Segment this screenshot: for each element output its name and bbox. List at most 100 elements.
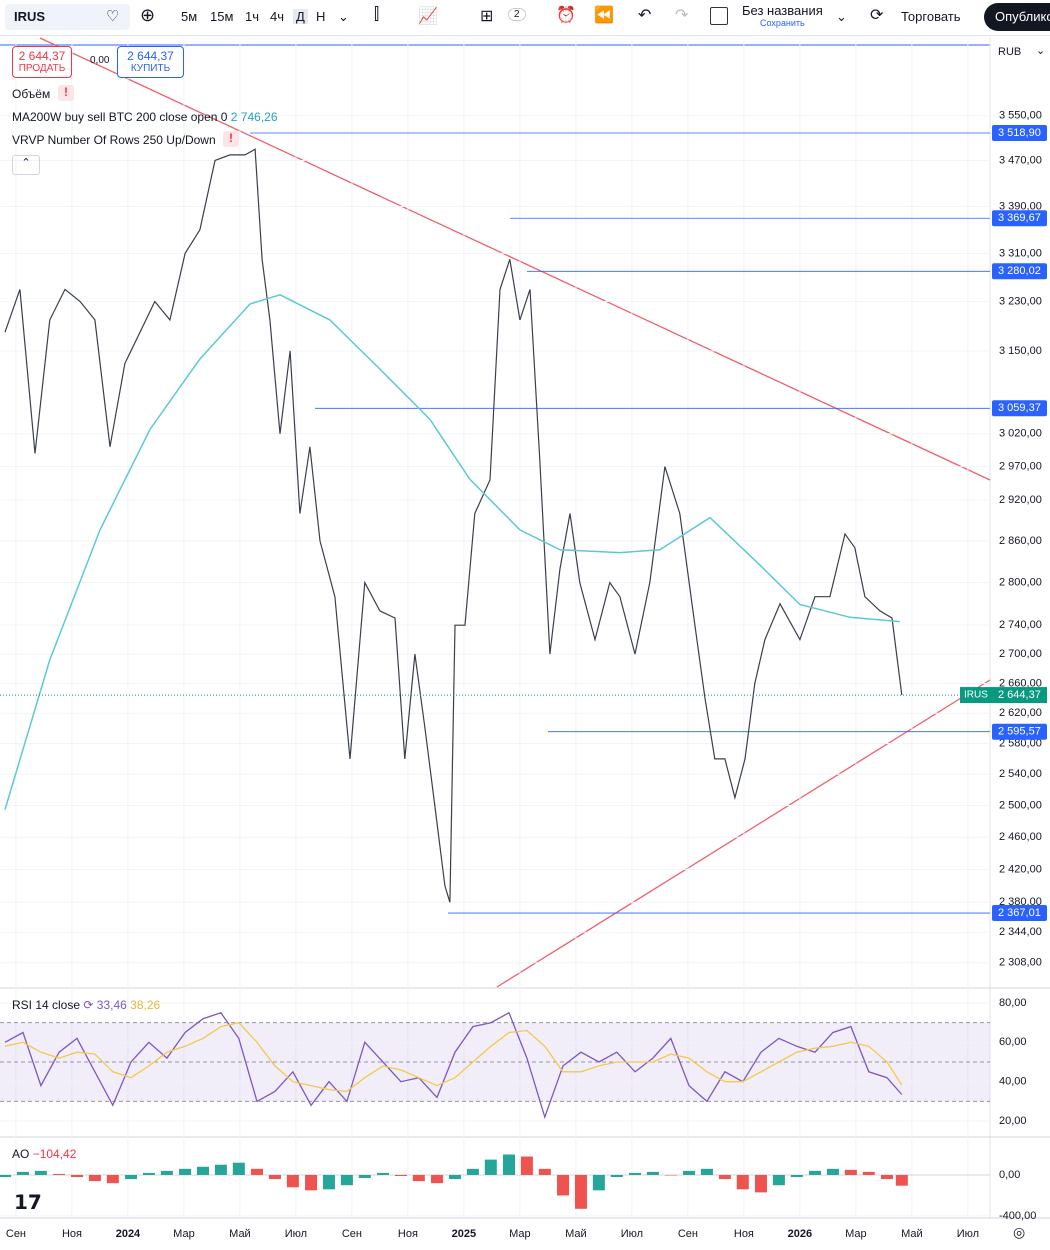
layout-box[interactable] [710,7,728,25]
vrvp-legend[interactable]: VRVP Number Of Rows 250 Up/Down [12,133,216,147]
currency[interactable]: RUB [998,46,1022,58]
y-tick-label: 2 420,00 [999,863,1042,875]
ao-bar [844,1169,857,1175]
y-tick-label: 3 550,00 [999,110,1042,122]
layout-count[interactable]: 2 [508,8,526,21]
ao-bar [772,1174,785,1186]
y-tick-label: 3 020,00 [999,428,1042,440]
trade-icon[interactable]: ⟳ [870,7,884,24]
layout-name[interactable]: Без названия [742,3,823,18]
interval[interactable]: 1ч [245,9,260,24]
rsi-line [4,1011,903,1120]
ao-bar [160,1170,173,1175]
warning-icon[interactable]: ! [223,131,239,147]
ao-bar [646,1171,659,1175]
rsi-legend[interactable]: RSI 14 close ⟳ 33,46 38,26 [12,998,160,1012]
level-tag [992,124,1047,141]
layout-icon[interactable]: ⊞ [480,8,494,25]
price-tag [992,687,1047,704]
ao-legend[interactable]: AO −104,42 [12,1147,76,1161]
x-tick-label: 2024 [116,1228,141,1240]
logo: 𝟭𝟳 [14,1192,42,1214]
chevron[interactable]: ⌄ [836,9,847,24]
level-tag [992,905,1047,922]
y-tick-label: -400,00 [999,1210,1036,1222]
settings-icon[interactable]: ◎ [1013,1224,1026,1240]
y-tick-label: 40,00 [999,1076,1027,1088]
ma-value: 2 746,26 [230,110,278,124]
rsi-value: 33,46 [96,998,127,1012]
x-tick-label: Сен [678,1228,698,1240]
publish-button[interactable] [984,3,1050,31]
ao-bar [809,1170,822,1175]
interval[interactable]: Н [316,9,326,24]
sell-button[interactable]: 2 644,37 ПРОДАТЬ [12,46,72,78]
warning-icon[interactable]: ! [58,85,74,101]
trade-button[interactable]: Торговать [901,9,961,24]
y-tick-label: 2 700,00 [999,648,1042,660]
level-tag [992,210,1047,227]
ao-bar [718,1174,731,1180]
ao-bar [592,1174,605,1191]
ao-bar [574,1174,587,1209]
y-tick-label: 2 308,00 [999,957,1042,969]
y-tick-label: 80,00 [999,997,1027,1009]
ao-bar [826,1168,839,1175]
ao-bar [88,1174,101,1182]
y-tick-label: 3 310,00 [999,247,1042,259]
x-tick-label: Сен [6,1228,26,1240]
ao-bar [431,1174,444,1184]
indicators-icon[interactable]: 📈 [418,8,438,25]
trend-line [39,37,991,481]
buy-button[interactable]: 2 644,37 КУПИТЬ [117,46,184,78]
interval[interactable]: 4ч [270,9,285,24]
y-tick-label: 3 150,00 [999,345,1042,357]
ao-bar [196,1166,209,1175]
undo-icon[interactable]: ↶ [638,7,652,24]
ao-value: −104,42 [32,1147,77,1161]
ma-legend[interactable]: MA200W buy sell BTC 200 close open 0 2 7… [12,110,278,124]
symbol[interactable]: IRUS [14,9,46,24]
ao-bar [862,1171,875,1175]
x-tick-label: Май [565,1228,587,1240]
replay-icon[interactable]: ⏪ [594,7,614,24]
ao-bar [16,1171,29,1175]
y-tick-label: 2 970,00 [999,461,1042,473]
level-label: 3 518,90 [998,127,1041,139]
ao-bar [736,1174,749,1190]
add-icon[interactable]: ⊕ [140,5,156,25]
heart-icon[interactable]: ♡ [106,8,120,25]
y-tick-label: 20,00 [999,1115,1027,1127]
x-tick-label: 2026 [788,1228,812,1240]
symbol-box[interactable] [5,4,130,30]
candles-icon[interactable]: ⫿ [374,6,380,23]
ma-line [4,293,900,810]
chevron[interactable]: ⌄ [1036,45,1046,57]
y-tick-label: 2 740,00 [999,619,1042,631]
y-tick-label: 0,00 [999,1169,1020,1181]
interval[interactable]: Д [293,9,308,24]
ao-bar [880,1174,893,1180]
interval[interactable]: 5м [181,9,198,24]
publish-label[interactable]: Опублико [995,9,1050,24]
settings-icon[interactable]: ⟳ [83,998,94,1012]
collapse-button[interactable]: ⌃ [12,155,40,175]
ao-bar [790,1174,803,1178]
ao-bar [754,1174,767,1193]
y-tick-label: 2 344,00 [999,926,1042,938]
ao-bar [412,1174,425,1182]
x-tick-label: Мар [509,1228,531,1240]
ao-bar [251,1168,264,1175]
interval[interactable]: 15м [210,9,234,24]
redo-icon[interactable]: ↷ [675,7,689,24]
volume-legend[interactable]: Объём [12,87,51,101]
rsi-signal-line [4,1021,903,1093]
y-tick-label: 2 800,00 [999,576,1042,588]
chevron[interactable]: ⌄ [338,9,349,24]
y-tick-label: 60,00 [999,1036,1027,1048]
save-label[interactable]: Сохранить [760,18,805,28]
x-tick-label: Ноя [734,1228,754,1240]
alert-icon[interactable]: ⏰ [556,7,576,24]
y-tick-label: 2 920,00 [999,494,1042,506]
ao-bar [322,1174,335,1190]
